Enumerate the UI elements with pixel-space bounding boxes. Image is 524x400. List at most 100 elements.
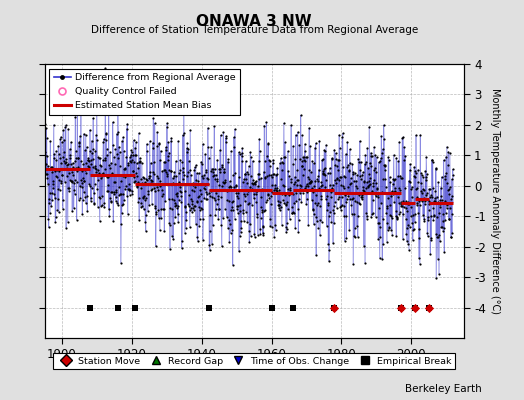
Point [57, 178, 66, 184]
Point [215, 206, 224, 213]
Point [169, 180, 177, 187]
Point [351, 225, 359, 232]
Point [269, 171, 277, 178]
Point [72, 165, 81, 171]
Point [242, 158, 250, 164]
Point [269, 157, 277, 163]
Point [263, 173, 271, 179]
Point [387, 226, 396, 233]
Point [85, 158, 94, 164]
Point [44, 216, 52, 222]
Point [257, 203, 266, 210]
Point [198, 161, 206, 168]
Point [245, 239, 254, 245]
Point [309, 206, 318, 212]
Point [428, 194, 436, 201]
Legend: Station Move, Record Gap, Time of Obs. Change, Empirical Break: Station Move, Record Gap, Time of Obs. C… [53, 353, 455, 369]
Point [52, 167, 61, 173]
Point [384, 195, 392, 201]
Point [45, 166, 53, 172]
Point [220, 166, 228, 172]
Point [140, 193, 149, 199]
Point [212, 200, 221, 207]
Point [394, 158, 402, 164]
Point [311, 144, 319, 151]
Point [341, 173, 350, 180]
Point [114, 129, 123, 136]
Point [218, 163, 226, 170]
Point [121, 165, 129, 172]
Point [445, 150, 454, 156]
Point [325, 258, 333, 264]
Point [414, 255, 423, 261]
Point [390, 198, 398, 205]
Point [391, 188, 399, 194]
Point [439, 217, 447, 224]
Point [259, 232, 267, 238]
Point [102, 136, 111, 143]
Point [89, 146, 97, 152]
Point [144, 188, 152, 194]
Point [237, 224, 246, 231]
Point [192, 176, 200, 183]
Point [170, 203, 179, 210]
Point [105, 212, 114, 219]
Point [414, 235, 423, 242]
Point [222, 187, 231, 194]
Point [364, 183, 372, 189]
Point [383, 238, 391, 245]
Point [63, 173, 71, 179]
Point [93, 137, 101, 144]
Point [369, 183, 377, 190]
Point [236, 228, 245, 235]
Point [65, 185, 73, 191]
Point [77, 158, 85, 164]
Point [384, 154, 392, 161]
Point [429, 205, 438, 211]
Point [122, 172, 130, 178]
Point [426, 250, 434, 257]
Point [182, 217, 191, 223]
Point [343, 190, 352, 196]
Point [242, 208, 250, 215]
Point [62, 224, 70, 231]
Point [396, 175, 405, 181]
Point [368, 210, 377, 216]
Point [427, 237, 435, 244]
Point [228, 198, 236, 205]
Point [256, 231, 265, 237]
Point [48, 164, 57, 170]
Point [398, 198, 407, 204]
Point [217, 194, 225, 200]
Point [389, 152, 398, 158]
Point [272, 171, 281, 178]
Point [211, 175, 219, 182]
Point [303, 154, 312, 160]
Point [219, 178, 227, 185]
Point [112, 187, 120, 194]
Point [71, 114, 80, 120]
Point [303, 174, 312, 180]
Point [195, 222, 203, 229]
Point [75, 183, 84, 190]
Point [307, 169, 315, 175]
Point [367, 214, 376, 220]
Point [442, 153, 450, 160]
Point [308, 197, 316, 203]
Point [136, 154, 144, 161]
Point [66, 155, 74, 161]
Point [433, 214, 441, 220]
Point [83, 193, 91, 200]
Point [393, 215, 401, 221]
Point [49, 185, 58, 191]
Point [58, 172, 67, 179]
Point [328, 155, 336, 161]
Point [253, 188, 261, 194]
Point [160, 159, 168, 165]
Point [289, 143, 297, 149]
Point [277, 204, 285, 210]
Point [68, 168, 77, 175]
Point [159, 191, 167, 198]
Point [419, 195, 428, 202]
Point [322, 177, 331, 183]
